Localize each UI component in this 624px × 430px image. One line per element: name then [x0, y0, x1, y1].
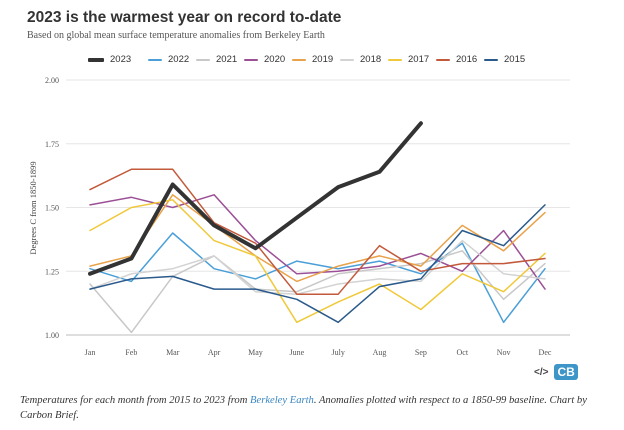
legend-item-2020[interactable]: 2020	[244, 54, 285, 65]
x-tick-label: Jan	[85, 348, 96, 357]
x-tick-label: Mar	[166, 348, 180, 357]
x-tick-label: June	[289, 348, 304, 357]
embed-code-icon[interactable]: </>	[534, 366, 549, 378]
chart-caption: Temperatures for each month from 2015 to…	[20, 393, 610, 423]
legend-item-2016[interactable]: 2016	[436, 54, 477, 65]
chart-title: 2023 is the warmest year on record to-da…	[27, 9, 342, 26]
legend-label: 2021	[216, 54, 238, 65]
legend-swatch	[88, 57, 104, 62]
brand-logo: CB	[554, 364, 578, 380]
legend-swatch	[340, 58, 354, 61]
chart-subtitle: Based on global mean surface temperature…	[27, 30, 325, 41]
y-axis-title: Degrees C from 1850-1899	[28, 161, 38, 254]
grid-lines	[66, 79, 570, 336]
series-line-2016	[89, 168, 546, 295]
series-line-2022	[89, 232, 546, 324]
legend-item-2021[interactable]: 2021	[196, 54, 237, 65]
line-chart: 1.00 1.25 1.50 1.75 2.00 Jan Feb Mar Apr May June…	[28, 76, 570, 357]
berkeley-earth-link[interactable]: Berkeley Earth	[250, 395, 314, 406]
x-tick-label: Feb	[125, 348, 137, 357]
legend-swatch	[484, 58, 498, 61]
legend-item-2022[interactable]: 2022	[148, 54, 189, 65]
legend-label: 2020	[264, 54, 286, 65]
legend-item-2023[interactable]: 2023	[88, 54, 131, 65]
legend-swatch	[148, 58, 162, 61]
legend-label: 2019	[312, 54, 334, 65]
x-tick-label: May	[248, 348, 263, 357]
series-line-2015	[89, 204, 546, 324]
series-line-2018	[89, 239, 546, 295]
x-tick-label: July	[332, 348, 345, 357]
series-line-2017	[89, 199, 546, 324]
x-tick-label: Dec	[539, 348, 552, 357]
legend-label: 2023	[110, 54, 132, 65]
y-tick-label: 1.00	[45, 331, 59, 340]
x-tick-label: Oct	[456, 348, 468, 357]
y-tick-labels: 1.00 1.25 1.50 1.75 2.00	[45, 76, 59, 340]
legend-item-2019[interactable]: 2019	[292, 54, 333, 65]
x-tick-label: Nov	[497, 348, 511, 357]
legend-label: 2016	[456, 54, 478, 65]
legend-item-2015[interactable]: 2015	[484, 54, 525, 65]
legend-swatch	[244, 58, 258, 61]
legend-label: 2022	[168, 54, 190, 65]
x-tick-label: Apr	[208, 348, 221, 357]
legend-swatch	[436, 58, 450, 61]
legend-swatch	[196, 58, 210, 61]
x-tick-labels: Jan Feb Mar Apr May June July Aug Sep Oct Nov Dec	[85, 348, 552, 357]
legend-label: 2018	[360, 54, 382, 65]
series-line-2023	[88, 121, 423, 276]
legend-label: 2017	[408, 54, 430, 65]
caption-text-after: . Anomalies plotted with respect to a 18…	[20, 395, 587, 421]
series-line-2021	[89, 250, 546, 334]
legend-swatch	[388, 58, 402, 61]
series-lines	[88, 121, 546, 334]
legend-swatch	[292, 58, 306, 61]
x-tick-label: Aug	[373, 348, 387, 357]
y-tick-label: 1.25	[45, 267, 59, 276]
x-tick-label: Sep	[415, 348, 427, 357]
legend-item-2018[interactable]: 2018	[340, 54, 381, 65]
legend-item-2017[interactable]: 2017	[388, 54, 429, 65]
series-line-2019	[89, 194, 546, 283]
y-tick-label: 1.50	[45, 204, 59, 213]
legend-label: 2015	[504, 54, 526, 65]
y-tick-label: 1.75	[45, 140, 59, 149]
carbon-brief-logo: </> CB	[534, 364, 578, 380]
legend: 2023 2022 2021 2020 2019 2018 2017 2016 2015	[88, 54, 608, 68]
y-tick-label: 2.00	[45, 76, 59, 85]
caption-text-before: Temperatures for each month from 2015 to…	[20, 395, 251, 406]
